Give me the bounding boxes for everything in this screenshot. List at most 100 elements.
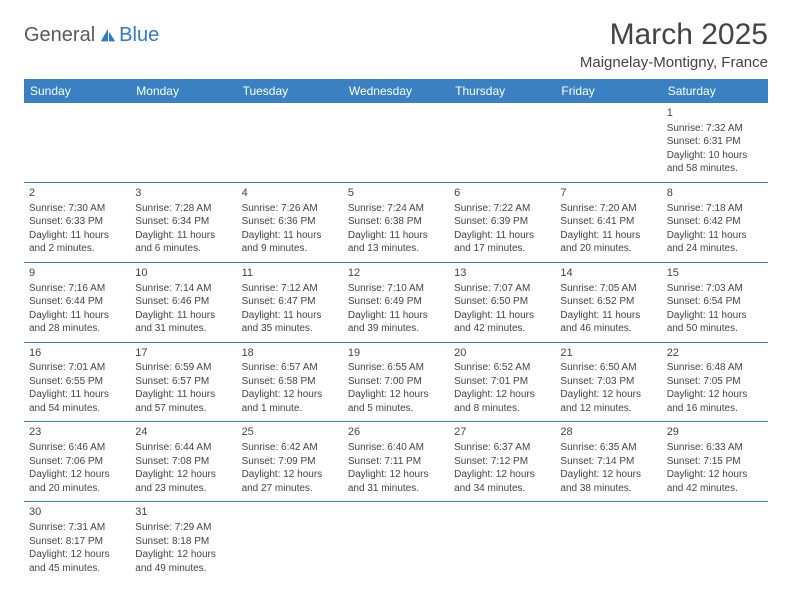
sunrise-text: Sunrise: 7:03 AM — [667, 282, 763, 296]
sunset-text: Sunset: 6:41 PM — [560, 215, 656, 229]
sunset-text: Sunset: 6:42 PM — [667, 215, 763, 229]
calendar-cell: 17Sunrise: 6:59 AMSunset: 6:57 PMDayligh… — [130, 342, 236, 422]
day-number: 10 — [135, 266, 231, 281]
calendar-row: 16Sunrise: 7:01 AMSunset: 6:55 PM Dayligh… — [24, 342, 768, 422]
sunset-text: Sunset: 6:50 PM — [454, 295, 550, 309]
day-number: 6 — [454, 186, 550, 201]
daylight-text: Daylight: 12 hours and 8 minutes. — [454, 388, 550, 415]
day-number: 23 — [29, 425, 125, 440]
sunset-text: Sunset: 6:55 PM — [29, 375, 125, 389]
calendar-cell — [449, 502, 555, 581]
calendar-cell: 18Sunrise: 6:57 AMSunset: 6:58 PMDayligh… — [237, 342, 343, 422]
daylight-text: Daylight: 11 hours and 35 minutes. — [242, 309, 338, 336]
day-number: 9 — [29, 266, 125, 281]
sunrise-text: Sunrise: 6:55 AM — [348, 361, 444, 375]
weekday-header: Friday — [555, 79, 661, 103]
sunset-text: Sunset: 7:11 PM — [348, 455, 444, 469]
sunrise-text: Sunrise: 7:10 AM — [348, 282, 444, 296]
sunset-text: Sunset: 6:36 PM — [242, 215, 338, 229]
calendar-cell: 30Sunrise: 7:31 AMSunset: 8:17 PMDayligh… — [24, 502, 130, 581]
calendar-cell: 5Sunrise: 7:24 AMSunset: 6:38 PMDaylight… — [343, 182, 449, 262]
sunset-text: Sunset: 7:01 PM — [454, 375, 550, 389]
calendar-cell: 1Sunrise: 7:32 AMSunset: 6:31 PMDaylight… — [662, 103, 768, 182]
day-number: 16 — [29, 346, 125, 361]
sunrise-text: Sunrise: 7:05 AM — [560, 282, 656, 296]
calendar-cell: 31Sunrise: 7:29 AMSunset: 8:18 PMDayligh… — [130, 502, 236, 581]
sunset-text: Sunset: 6:57 PM — [135, 375, 231, 389]
day-number: 30 — [29, 505, 125, 520]
daylight-text: Daylight: 12 hours and 42 minutes. — [667, 468, 763, 495]
calendar-cell: 24Sunrise: 6:44 AMSunset: 7:08 PMDayligh… — [130, 422, 236, 502]
sunset-text: Sunset: 6:34 PM — [135, 215, 231, 229]
sunrise-text: Sunrise: 7:01 AM — [29, 361, 125, 375]
calendar-cell — [237, 103, 343, 182]
daylight-text: Daylight: 12 hours and 45 minutes. — [29, 548, 125, 575]
sunrise-text: Sunrise: 7:24 AM — [348, 202, 444, 216]
daylight-text: Daylight: 11 hours and 13 minutes. — [348, 229, 444, 256]
sunrise-text: Sunrise: 7:32 AM — [667, 122, 763, 136]
daylight-text: Daylight: 12 hours and 27 minutes. — [242, 468, 338, 495]
sunrise-text: Sunrise: 7:07 AM — [454, 282, 550, 296]
calendar-cell: 20Sunrise: 6:52 AMSunset: 7:01 PMDayligh… — [449, 342, 555, 422]
day-number: 28 — [560, 425, 656, 440]
calendar-cell: 3Sunrise: 7:28 AMSunset: 6:34 PMDaylight… — [130, 182, 236, 262]
sunset-text: Sunset: 6:31 PM — [667, 135, 763, 149]
day-number: 8 — [667, 186, 763, 201]
daylight-text: Daylight: 12 hours and 31 minutes. — [348, 468, 444, 495]
sunset-text: Sunset: 7:05 PM — [667, 375, 763, 389]
sunset-text: Sunset: 7:03 PM — [560, 375, 656, 389]
calendar-cell: 9Sunrise: 7:16 AMSunset: 6:44 PMDaylight… — [24, 262, 130, 342]
daylight-text: Daylight: 11 hours and 31 minutes. — [135, 309, 231, 336]
day-number: 7 — [560, 186, 656, 201]
daylight-text: Daylight: 12 hours and 5 minutes. — [348, 388, 444, 415]
calendar-cell — [555, 103, 661, 182]
weekday-header: Monday — [130, 79, 236, 103]
calendar-row: 2Sunrise: 7:30 AMSunset: 6:33 PMDaylight… — [24, 182, 768, 262]
day-number: 29 — [667, 425, 763, 440]
sunrise-text: Sunrise: 7:30 AM — [29, 202, 125, 216]
calendar-cell: 23Sunrise: 6:46 AMSunset: 7:06 PMDayligh… — [24, 422, 130, 502]
day-number: 2 — [29, 186, 125, 201]
calendar-cell: 2Sunrise: 7:30 AMSunset: 6:33 PMDaylight… — [24, 182, 130, 262]
daylight-text: Daylight: 11 hours and 6 minutes. — [135, 229, 231, 256]
sunset-text: Sunset: 7:15 PM — [667, 455, 763, 469]
daylight-text: Daylight: 12 hours and 16 minutes. — [667, 388, 763, 415]
sunrise-text: Sunrise: 6:48 AM — [667, 361, 763, 375]
sunset-text: Sunset: 6:52 PM — [560, 295, 656, 309]
sunset-text: Sunset: 6:38 PM — [348, 215, 444, 229]
sunrise-text: Sunrise: 7:31 AM — [29, 521, 125, 535]
calendar-cell: 8Sunrise: 7:18 AMSunset: 6:42 PMDaylight… — [662, 182, 768, 262]
calendar-cell — [343, 502, 449, 581]
sunset-text: Sunset: 7:09 PM — [242, 455, 338, 469]
sunrise-text: Sunrise: 6:57 AM — [242, 361, 338, 375]
calendar-cell — [449, 103, 555, 182]
daylight-text: Daylight: 12 hours and 12 minutes. — [560, 388, 656, 415]
daylight-text: Daylight: 11 hours and 24 minutes. — [667, 229, 763, 256]
day-number: 20 — [454, 346, 550, 361]
day-number: 5 — [348, 186, 444, 201]
sunrise-text: Sunrise: 6:46 AM — [29, 441, 125, 455]
day-number: 3 — [135, 186, 231, 201]
daylight-text: Daylight: 11 hours and 50 minutes. — [667, 309, 763, 336]
sunset-text: Sunset: 7:08 PM — [135, 455, 231, 469]
sunset-text: Sunset: 8:17 PM — [29, 535, 125, 549]
day-number: 4 — [242, 186, 338, 201]
sunset-text: Sunset: 7:12 PM — [454, 455, 550, 469]
calendar-cell: 16Sunrise: 7:01 AMSunset: 6:55 PMDayligh… — [24, 342, 130, 422]
day-number: 1 — [667, 106, 763, 121]
sunrise-text: Sunrise: 7:29 AM — [135, 521, 231, 535]
header: General Blue March 2025 Maignelay-Montig… — [24, 18, 768, 71]
calendar-cell: 10Sunrise: 7:14 AMSunset: 6:46 PMDayligh… — [130, 262, 236, 342]
weekday-header: Thursday — [449, 79, 555, 103]
weekday-header: Saturday — [662, 79, 768, 103]
calendar-cell: 6Sunrise: 7:22 AMSunset: 6:39 PMDaylight… — [449, 182, 555, 262]
calendar-cell: 12Sunrise: 7:10 AMSunset: 6:49 PMDayligh… — [343, 262, 449, 342]
sunset-text: Sunset: 7:00 PM — [348, 375, 444, 389]
daylight-text: Daylight: 11 hours and 57 minutes. — [135, 388, 231, 415]
weekday-header: Tuesday — [237, 79, 343, 103]
day-number: 14 — [560, 266, 656, 281]
sunset-text: Sunset: 8:18 PM — [135, 535, 231, 549]
sunrise-text: Sunrise: 7:22 AM — [454, 202, 550, 216]
sunrise-text: Sunrise: 7:20 AM — [560, 202, 656, 216]
weekday-header: Sunday — [24, 79, 130, 103]
